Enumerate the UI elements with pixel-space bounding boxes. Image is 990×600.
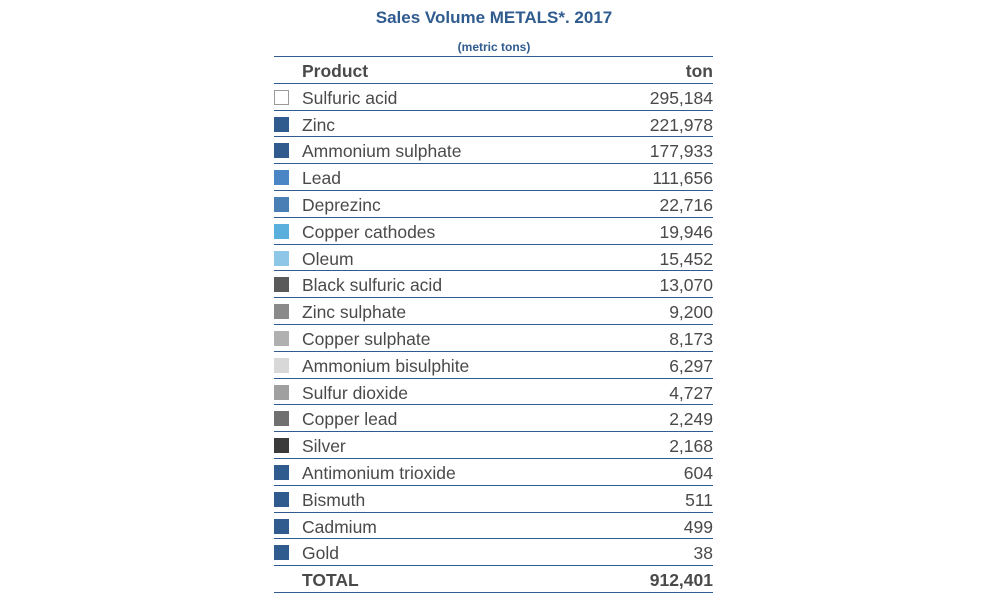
legend-swatch	[274, 330, 289, 346]
product-name: Deprezinc	[302, 194, 381, 215]
table-row: Sulfuric acid 295,184	[274, 84, 713, 111]
product-value: 511	[685, 489, 713, 510]
legend-swatch	[274, 384, 289, 400]
table-row: Silver 2,168	[274, 432, 713, 459]
table-row: Gold 38	[274, 539, 713, 567]
table-row: Zinc sulphate 9,200	[274, 298, 713, 325]
legend-swatch	[274, 491, 289, 507]
product-value: 604	[683, 462, 713, 483]
product-name: Oleum	[302, 248, 354, 269]
product-value: 111,656	[652, 168, 713, 189]
table-row: Cadmium 499	[274, 513, 713, 540]
product-name: Cadmium	[302, 516, 377, 537]
legend-swatch	[274, 438, 289, 454]
product-name: Ammonium bisulphite	[302, 355, 470, 376]
product-value: 6,297	[669, 355, 713, 376]
table-row: Copper cathodes 19,946	[274, 218, 713, 245]
product-value: 2,168	[669, 436, 713, 457]
legend-swatch	[274, 223, 289, 239]
table-row: Ammonium bisulphite 6,297	[274, 352, 713, 379]
total-value: 912,401	[649, 570, 713, 591]
total-row: TOTAL 912,401	[274, 566, 713, 593]
product-name: Gold	[302, 543, 339, 564]
product-value: 2,249	[669, 409, 713, 430]
table-row: Zinc 221,978	[274, 111, 713, 138]
product-value: 15,452	[659, 248, 713, 269]
table-row: Oleum 15,452	[274, 245, 713, 272]
table-body: Sulfuric acid 295,184 Zinc 221,978 Ammonium …	[274, 84, 713, 567]
product-value: 177,933	[649, 141, 713, 162]
legend-swatch	[274, 411, 289, 427]
product-name: Copper sulphate	[302, 328, 431, 349]
product-name: Sulfur dioxide	[302, 382, 409, 403]
product-value: 295,184	[649, 87, 713, 108]
column-header-ton: ton	[685, 61, 713, 81]
product-value: 8,173	[669, 328, 713, 349]
product-value: 13,070	[659, 275, 713, 296]
table-row: Sulfur dioxide 4,727	[274, 379, 713, 406]
legend-swatch	[274, 518, 289, 534]
legend-swatch	[274, 277, 289, 293]
legend-swatch	[274, 464, 289, 480]
column-header-product: Product	[302, 61, 369, 81]
product-value: 22,716	[659, 194, 713, 215]
table-row: Black sulfuric acid 13,070	[274, 271, 713, 299]
legend-swatch	[274, 357, 289, 373]
product-name: Sulfuric acid	[302, 87, 398, 108]
product-name: Zinc sulphate	[302, 302, 407, 323]
table-row: Lead 111,656	[274, 164, 713, 191]
legend-swatch	[274, 143, 289, 159]
product-name: Lead	[302, 168, 341, 189]
legend-swatch	[274, 196, 289, 212]
table-row: Copper sulphate 8,173	[274, 325, 713, 352]
table-row: Ammonium sulphate 177,933	[274, 137, 713, 165]
legend-swatch	[274, 89, 289, 105]
sales-table: Product ton Sulfuric acid 295,184 Zinc 221,…	[274, 56, 713, 593]
table-header-row: Product ton	[274, 57, 713, 84]
product-name: Bismuth	[302, 489, 366, 510]
chart-title: Sales Volume METALS*. 2017	[375, 8, 613, 27]
product-name: Copper cathodes	[302, 221, 436, 242]
product-value: 9,200	[669, 302, 713, 323]
table-row: Bismuth 511	[274, 486, 713, 513]
product-value: 38	[693, 543, 713, 564]
table-row: Antimonium trioxide 604	[274, 459, 713, 486]
product-name: Zinc	[302, 114, 336, 135]
product-value: 499	[683, 516, 713, 537]
product-name: Ammonium sulphate	[302, 141, 462, 162]
product-value: 4,727	[669, 382, 713, 403]
total-label: TOTAL	[302, 570, 359, 591]
product-name: Black sulfuric acid	[302, 275, 443, 296]
product-name: Silver	[302, 436, 346, 457]
table-row: Copper lead 2,249	[274, 405, 713, 433]
product-name: Copper lead	[302, 409, 398, 430]
product-value: 19,946	[659, 221, 713, 242]
table-row: Deprezinc 22,716	[274, 191, 713, 218]
legend-swatch	[274, 545, 289, 561]
product-name: Antimonium trioxide	[302, 462, 456, 483]
chart-subtitle: (metric tons)	[457, 40, 531, 54]
legend-swatch	[274, 170, 289, 186]
legend-swatch	[274, 304, 289, 320]
legend-swatch	[274, 116, 289, 132]
legend-swatch	[274, 250, 289, 266]
product-value: 221,978	[649, 114, 713, 135]
